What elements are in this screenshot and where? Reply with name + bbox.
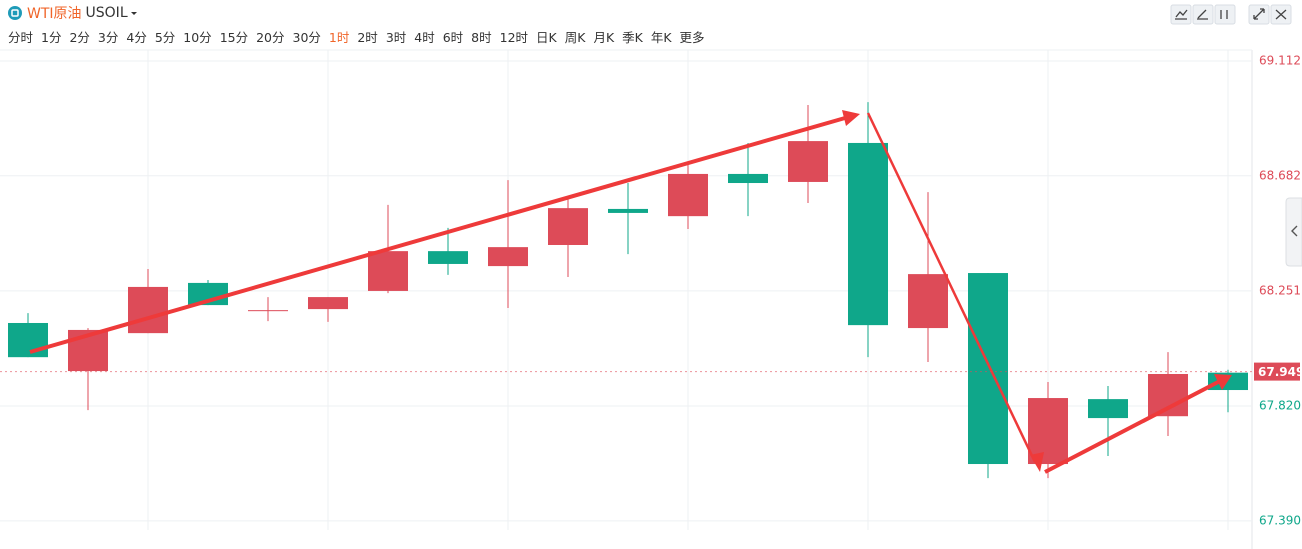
candle-body — [128, 286, 168, 334]
interval[interactable]: 月K — [593, 30, 615, 45]
interval[interactable]: 更多 — [679, 30, 705, 45]
title: WTI原油 — [27, 6, 82, 22]
candle-body — [8, 322, 48, 358]
interval[interactable]: 4时 — [414, 30, 435, 45]
symbol-icon — [8, 6, 22, 20]
y-tick-label: 67.820 — [1259, 399, 1301, 413]
candle-body — [488, 247, 528, 267]
symbol: USOIL — [85, 5, 128, 21]
interval[interactable]: 15分 — [219, 30, 249, 45]
candle-body — [548, 208, 588, 245]
candle-body — [608, 208, 648, 213]
y-tick-label: 68.682 — [1259, 168, 1301, 182]
interval[interactable]: 季K — [622, 30, 643, 45]
symbol-bar[interactable]: WTI原油 USOIL — [8, 4, 140, 22]
y-tick-label: 67.390 — [1259, 513, 1301, 527]
candle-body — [308, 297, 348, 310]
candle-body — [248, 310, 288, 312]
interval[interactable]: 20分 — [256, 30, 285, 45]
candle-body — [848, 142, 888, 326]
header: WTI原油 USOIL 分时 1分 2分 3分 4分 5分 10分 15分 20分 30分 1时 2时… — [0, 0, 1302, 50]
interval[interactable]: 分时 — [8, 30, 34, 45]
interval[interactable]: 1分 — [41, 30, 62, 45]
candle-body — [368, 251, 408, 291]
interval[interactable]: 4分 — [126, 30, 147, 45]
interval[interactable]: 2时 — [357, 30, 378, 45]
interval[interactable]: 3时 — [385, 30, 407, 45]
side-tab-icon — [1291, 225, 1298, 237]
candle-body — [968, 273, 1008, 465]
interval[interactable]: 10分 — [183, 30, 212, 45]
interval[interactable]: 周K — [564, 30, 586, 45]
candle-body — [788, 141, 828, 182]
candle-body — [1028, 398, 1068, 465]
interval[interactable]: 1时 — [328, 30, 350, 45]
y-tick-label: 69.112 — [1259, 53, 1301, 67]
candle-body — [428, 251, 468, 264]
last-price-box — [1254, 362, 1300, 381]
caret — [130, 12, 137, 15]
last-price-label: 67.949 — [1258, 365, 1302, 379]
y-tick-label: 68.251 — [1259, 283, 1301, 297]
interval[interactable]: 5分 — [154, 30, 176, 45]
interval[interactable]: 12时 — [499, 30, 529, 45]
interval[interactable]: 30分 — [292, 30, 321, 45]
side-tab[interactable] — [1285, 197, 1302, 267]
interval[interactable]: 年K — [650, 30, 672, 45]
candle-body — [728, 173, 768, 184]
annotation-arrows — [29, 110, 1232, 474]
candle-body — [908, 274, 948, 329]
interval[interactable]: 3分 — [97, 30, 119, 45]
interval[interactable]: 日K — [536, 30, 557, 45]
candle-body — [1088, 399, 1128, 419]
interval[interactable]: 2分 — [69, 30, 90, 45]
interval[interactable]: 8时 — [471, 30, 492, 45]
interval[interactable]: 6时 — [442, 30, 464, 45]
candle-body — [668, 173, 708, 217]
interval-bar: 分时 1分 2分 3分 4分 5分 10分 15分 20分 30分 1时 2时 3时 4时 6时 8时 12时日… — [8, 27, 705, 46]
toolbar — [1170, 4, 1292, 25]
